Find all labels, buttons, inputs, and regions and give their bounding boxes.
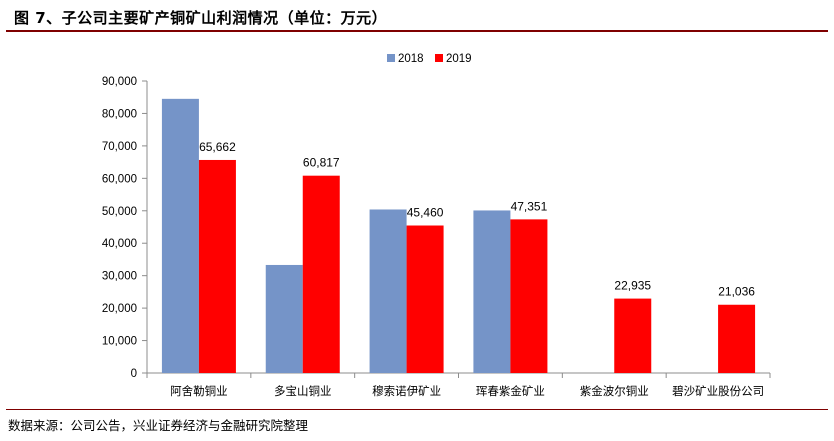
data-label-2019: 60,817	[303, 156, 340, 170]
footer-rule	[6, 409, 828, 410]
x-category-label: 碧沙矿业股份公司	[672, 385, 764, 398]
data-label-2019: 45,460	[407, 206, 444, 220]
y-tick-label: 50,000	[102, 206, 137, 218]
bar-2018	[265, 264, 303, 373]
data-label-2019: 22,935	[614, 279, 651, 293]
x-category-label: 多宝山铜业	[274, 384, 332, 398]
x-category-label: 穆索诺伊矿业	[372, 384, 441, 398]
legend-label-2019: 2019	[446, 53, 472, 65]
bar-2019	[510, 219, 548, 373]
x-category-label: 珲春紫金矿业	[476, 384, 545, 398]
bar-2018	[369, 209, 407, 373]
bar-2018	[473, 210, 511, 373]
y-tick-label: 0	[131, 368, 137, 380]
x-category-label: 紫金波尔铜业	[580, 384, 649, 398]
bar-2019	[614, 298, 652, 373]
bar-2019	[198, 159, 236, 373]
legend-label-2018: 2018	[398, 53, 424, 65]
bar-2018	[161, 98, 199, 373]
legend-swatch-2019	[435, 54, 443, 62]
y-tick-label: 60,000	[102, 173, 137, 185]
y-tick-label: 30,000	[102, 271, 137, 283]
y-tick-label: 90,000	[102, 76, 137, 88]
bar-2019	[406, 225, 444, 373]
source-note: 数据来源：公司公告，兴业证券经济与金融研究院整理	[8, 418, 309, 433]
y-tick-label: 40,000	[102, 238, 137, 250]
bar-2019	[302, 175, 340, 373]
y-tick-label: 70,000	[102, 141, 137, 153]
y-tick-label: 10,000	[102, 336, 137, 348]
legend-swatch-2018	[387, 54, 395, 62]
data-label-2019: 21,036	[718, 285, 755, 299]
bar-2019	[718, 304, 756, 373]
chart-container: 0 10,000 20,000 30,000 40,000 50,000 60,000 70,…	[0, 36, 834, 406]
y-tick-label: 80,000	[102, 108, 137, 120]
y-tick-label: 20,000	[102, 303, 137, 315]
x-category-label: 阿舍勒铜业	[170, 384, 228, 398]
title-bar: 图 7、子公司主要矿产铜矿山利润情况（单位：万元）	[6, 4, 828, 32]
bar-chart: 0 10,000 20,000 30,000 40,000 50,000 60,000 70,…	[102, 53, 771, 398]
page-title: 图 7、子公司主要矿产铜矿山利润情况（单位：万元）	[14, 9, 388, 27]
data-label-2019: 65,662	[199, 140, 236, 154]
data-label-2019: 47,351	[511, 199, 548, 213]
